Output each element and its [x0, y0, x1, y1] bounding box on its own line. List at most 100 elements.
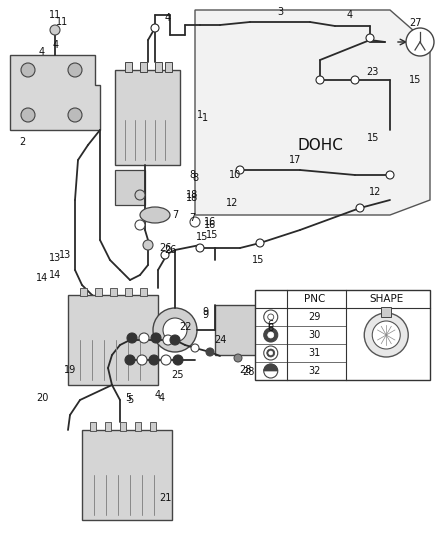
Circle shape [68, 63, 82, 77]
Text: 30: 30 [308, 330, 321, 340]
Text: 9: 9 [202, 307, 208, 317]
Text: DOHC: DOHC [297, 138, 343, 152]
Text: 26: 26 [159, 243, 171, 253]
Bar [90, 422, 96, 431]
Text: 15: 15 [196, 232, 208, 242]
Circle shape [68, 108, 82, 122]
Bar [125, 288, 132, 296]
Text: 7: 7 [189, 213, 195, 223]
Circle shape [163, 318, 187, 342]
Circle shape [267, 349, 275, 357]
Text: 4: 4 [165, 13, 171, 23]
Circle shape [268, 332, 274, 338]
Bar [215, 305, 260, 355]
Bar [80, 288, 87, 296]
Bar [115, 170, 145, 205]
Text: 21: 21 [159, 493, 171, 503]
Text: SHAPE: SHAPE [369, 294, 403, 304]
Circle shape [234, 354, 242, 362]
Text: 14: 14 [49, 270, 61, 280]
Text: 12: 12 [226, 198, 238, 208]
Text: 18: 18 [186, 190, 198, 200]
Text: 15: 15 [367, 133, 379, 143]
Circle shape [264, 310, 278, 324]
Text: 17: 17 [289, 155, 301, 165]
Text: PNC: PNC [304, 294, 325, 304]
Bar [105, 422, 111, 431]
Circle shape [139, 333, 149, 343]
Circle shape [366, 34, 374, 42]
Polygon shape [195, 10, 430, 215]
Text: 13: 13 [49, 253, 61, 263]
Text: 4: 4 [159, 393, 165, 403]
Circle shape [236, 166, 244, 174]
Text: 4: 4 [39, 47, 45, 57]
Ellipse shape [140, 207, 170, 223]
Text: 12: 12 [369, 187, 381, 197]
Circle shape [196, 244, 204, 252]
Text: 2: 2 [19, 137, 25, 147]
Circle shape [264, 346, 278, 360]
Text: 18: 18 [186, 193, 198, 203]
Bar [110, 288, 117, 296]
Text: 22: 22 [179, 322, 191, 332]
Circle shape [21, 63, 35, 77]
Bar [135, 422, 141, 431]
Circle shape [137, 355, 147, 365]
Circle shape [149, 355, 159, 365]
Bar [120, 422, 126, 431]
Circle shape [21, 108, 35, 122]
Text: 15: 15 [206, 230, 218, 240]
Text: 8: 8 [192, 173, 198, 183]
Circle shape [190, 217, 200, 227]
Bar [155, 62, 162, 72]
Circle shape [406, 28, 434, 56]
Text: 7: 7 [172, 210, 178, 220]
Text: 29: 29 [308, 312, 321, 322]
Bar [125, 62, 132, 72]
Bar [140, 288, 147, 296]
Circle shape [386, 171, 394, 179]
Text: 27: 27 [409, 18, 421, 28]
Text: 15: 15 [409, 75, 421, 85]
Text: 31: 31 [308, 348, 321, 358]
Text: 6: 6 [267, 323, 273, 333]
Circle shape [170, 335, 180, 345]
Text: 4: 4 [155, 390, 161, 400]
Circle shape [135, 190, 145, 200]
Text: 32: 32 [308, 366, 321, 376]
Text: 16: 16 [204, 220, 216, 230]
Circle shape [161, 355, 171, 365]
Circle shape [163, 335, 173, 345]
Text: 8: 8 [189, 170, 195, 180]
Text: 24: 24 [214, 335, 226, 345]
Text: 5: 5 [127, 395, 133, 405]
Circle shape [143, 240, 153, 250]
Text: 11: 11 [56, 17, 68, 27]
Bar [82, 430, 172, 520]
Text: 1: 1 [197, 110, 203, 120]
Text: 14: 14 [36, 273, 48, 283]
Text: 3: 3 [277, 7, 283, 17]
Circle shape [372, 321, 400, 349]
Text: 23: 23 [366, 67, 378, 77]
Text: 1: 1 [202, 113, 208, 123]
Bar [165, 62, 172, 72]
Text: 11: 11 [49, 10, 61, 20]
Bar [140, 62, 147, 72]
Text: 4: 4 [347, 10, 353, 20]
Text: 25: 25 [172, 370, 184, 380]
Circle shape [268, 314, 274, 320]
Circle shape [206, 348, 214, 356]
Circle shape [125, 355, 135, 365]
Text: 15: 15 [252, 255, 264, 265]
Text: 4: 4 [53, 40, 59, 50]
Circle shape [135, 220, 145, 230]
Bar [255, 290, 430, 380]
Circle shape [269, 351, 273, 355]
Bar [115, 70, 180, 165]
Circle shape [173, 355, 183, 365]
Circle shape [264, 364, 278, 378]
Circle shape [264, 328, 278, 342]
Bar [68, 295, 158, 385]
